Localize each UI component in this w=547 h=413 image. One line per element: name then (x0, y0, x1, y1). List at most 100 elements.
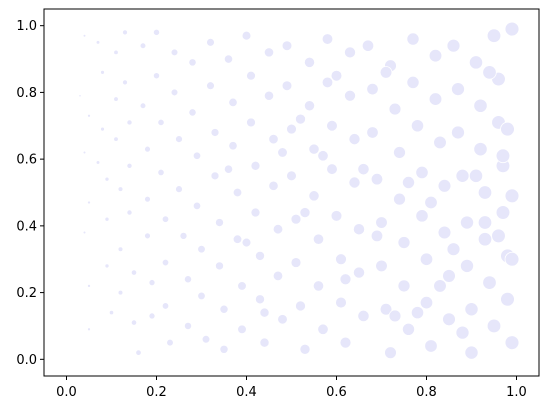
data-point (100, 70, 105, 75)
data-point (87, 113, 91, 118)
data-point (335, 253, 347, 266)
data-point (428, 48, 443, 63)
data-point (246, 70, 256, 81)
y-tick-label: 0.2 (16, 286, 37, 301)
data-point (175, 135, 183, 144)
data-point (375, 259, 388, 273)
data-point (370, 229, 384, 243)
data-point (424, 339, 438, 353)
data-point (255, 250, 265, 261)
data-point (348, 133, 361, 146)
data-point (339, 273, 352, 286)
data-point (295, 300, 306, 312)
data-point (357, 309, 370, 323)
data-point (286, 123, 297, 135)
data-point (442, 269, 456, 283)
data-point (491, 228, 506, 244)
data-point (339, 336, 352, 349)
data-point (321, 76, 334, 89)
data-point (468, 55, 484, 70)
data-point (210, 128, 220, 137)
data-point (152, 72, 161, 80)
data-point (495, 205, 511, 220)
data-point (410, 119, 425, 133)
data-point (495, 148, 511, 164)
x-axis-ticks: 0.0 0.2 0.4 0.6 0.8 1.0 (56, 376, 527, 400)
x-tick-label: 0.0 (56, 385, 77, 400)
data-point (215, 218, 224, 228)
data-point (312, 280, 325, 292)
data-point (406, 75, 420, 89)
data-point (122, 29, 128, 36)
data-point (250, 160, 261, 171)
data-point (161, 302, 170, 310)
data-point (375, 216, 388, 229)
y-axis-ticks: 0.0 0.2 0.4 0.6 0.8 1.0 (16, 19, 44, 368)
data-point (504, 335, 520, 351)
data-point (477, 185, 493, 200)
data-point (219, 304, 229, 314)
data-point (82, 150, 87, 155)
data-point (415, 165, 429, 180)
data-point (415, 209, 429, 223)
data-point (113, 136, 119, 142)
data-point (223, 164, 234, 174)
data-point (108, 309, 115, 316)
data-point (157, 118, 165, 127)
data-point (148, 312, 156, 320)
data-point (504, 188, 520, 204)
data-point (308, 143, 320, 155)
data-point (348, 176, 361, 189)
data-point (192, 151, 202, 160)
data-point (126, 119, 133, 126)
data-point (424, 195, 438, 210)
data-point (486, 28, 502, 43)
data-point (219, 344, 229, 354)
data-point (393, 146, 406, 159)
data-point (433, 135, 447, 150)
data-point (183, 275, 193, 284)
data-point (135, 349, 142, 356)
data-point (82, 33, 87, 38)
data-point (179, 231, 188, 240)
data-point (406, 32, 420, 46)
data-point (477, 215, 493, 230)
data-point (303, 100, 316, 112)
data-points-layer (78, 21, 520, 360)
data-point (330, 69, 343, 82)
data-point (504, 251, 520, 267)
data-point (352, 266, 366, 279)
data-point (366, 82, 379, 96)
data-point (144, 195, 151, 203)
data-point (87, 200, 91, 205)
y-tick-label: 0.6 (16, 153, 37, 168)
data-point (459, 215, 474, 230)
y-tick-label: 0.0 (16, 353, 37, 368)
data-point (237, 324, 247, 335)
data-point (259, 307, 270, 318)
data-point (303, 56, 316, 68)
data-point (473, 98, 488, 113)
data-point (117, 246, 124, 253)
data-point (428, 92, 443, 106)
data-point (232, 187, 243, 198)
data-point (100, 126, 105, 132)
data-point (161, 258, 170, 267)
data-point (117, 289, 124, 296)
data-point (397, 236, 411, 250)
data-point (455, 325, 470, 340)
data-point (117, 186, 124, 192)
data-point (188, 108, 197, 117)
data-point (308, 190, 320, 202)
data-point (268, 180, 279, 191)
data-point (152, 28, 161, 36)
data-point (446, 38, 461, 53)
data-point (246, 117, 256, 128)
data-point (268, 133, 279, 145)
data-point (370, 172, 384, 186)
data-point (473, 142, 488, 157)
data-point (451, 125, 465, 140)
data-point (170, 88, 179, 97)
data-point (201, 334, 211, 344)
